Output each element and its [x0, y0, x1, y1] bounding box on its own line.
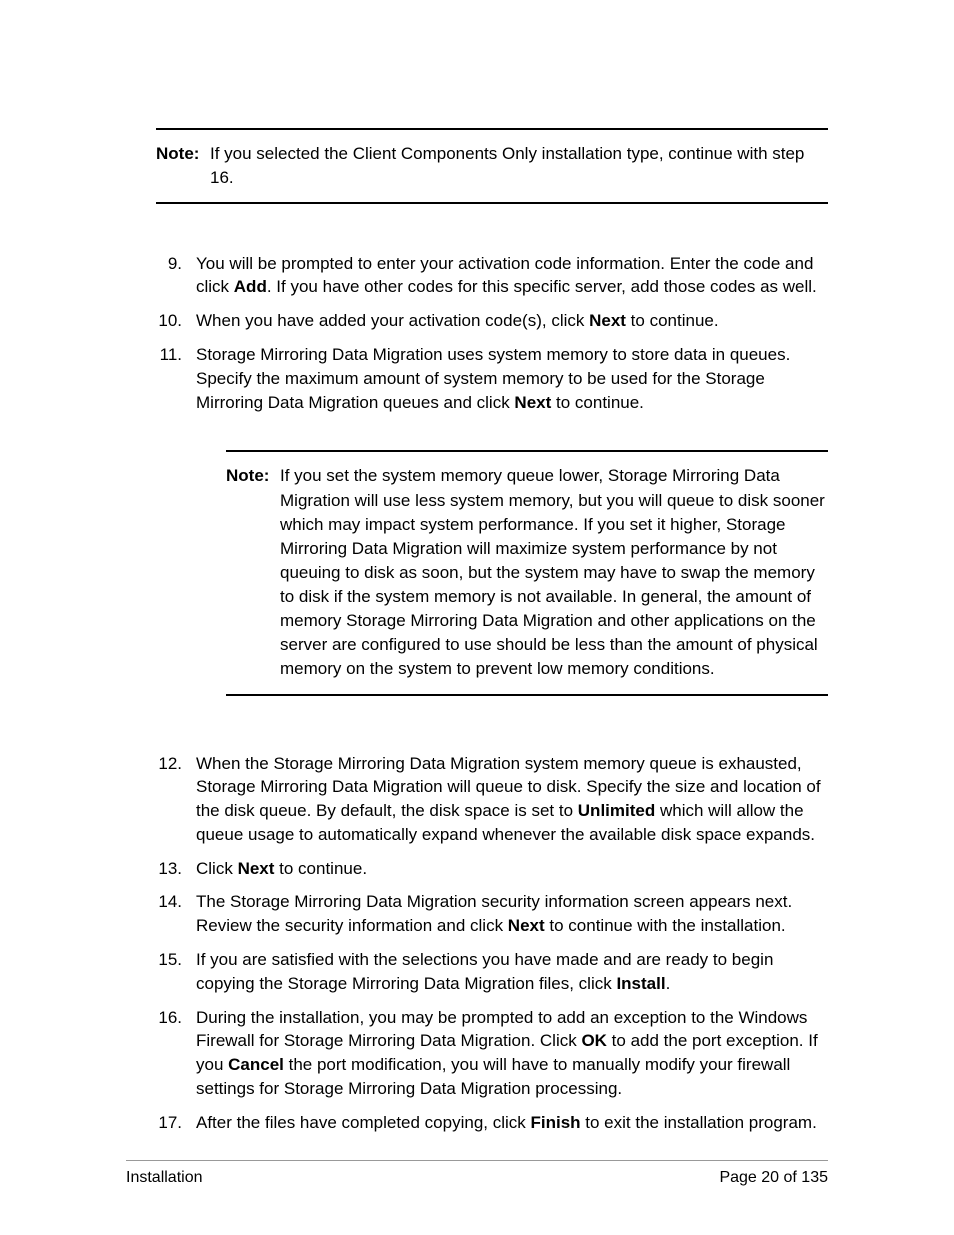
step-text: . If you have other codes for this speci…	[267, 277, 817, 296]
step-body: When you have added your activation code…	[196, 309, 828, 333]
step-body: You will be prompted to enter your activ…	[196, 252, 828, 300]
note-client-components: Note: If you selected the Client Compone…	[156, 128, 828, 204]
step-number: 17.	[126, 1111, 196, 1135]
step-text: to continue.	[551, 393, 644, 412]
step-text: After the files have completed copying, …	[196, 1113, 531, 1132]
step-number: 10.	[126, 309, 196, 333]
bold-next: Next	[508, 916, 545, 935]
footer-page-number: Page 20 of 135	[719, 1169, 828, 1187]
note-body: If you selected the Client Components On…	[210, 142, 828, 190]
bold-add: Add	[234, 277, 267, 296]
step-text: .	[666, 974, 671, 993]
bold-ok: OK	[581, 1031, 607, 1050]
bold-install: Install	[616, 974, 665, 993]
step-14: 14. The Storage Mirroring Data Migration…	[126, 890, 828, 938]
step-17: 17. After the files have completed copyi…	[126, 1111, 828, 1135]
note-memory-queue: Note: If you set the system memory queue…	[226, 450, 828, 695]
step-text: to exit the installation program.	[581, 1113, 817, 1132]
step-text: to continue.	[626, 311, 719, 330]
installation-steps: 9. You will be prompted to enter your ac…	[126, 252, 828, 1135]
document-page: Note: If you selected the Client Compone…	[0, 0, 954, 1235]
bold-next: Next	[238, 859, 275, 878]
bold-cancel: Cancel	[228, 1055, 284, 1074]
step-9: 9. You will be prompted to enter your ac…	[126, 252, 828, 300]
step-number: 9.	[126, 252, 196, 300]
bold-unlimited: Unlimited	[578, 801, 655, 820]
bold-finish: Finish	[531, 1113, 581, 1132]
bold-next: Next	[514, 393, 551, 412]
step-number: 11.	[126, 343, 196, 742]
step-text: the port modification, you will have to …	[196, 1055, 790, 1098]
step-number: 13.	[126, 857, 196, 881]
step-number: 14.	[126, 890, 196, 938]
step-number: 15.	[126, 948, 196, 996]
step-text: Click	[196, 859, 238, 878]
step-body: Click Next to continue.	[196, 857, 828, 881]
step-13: 13. Click Next to continue.	[126, 857, 828, 881]
step-12: 12. When the Storage Mirroring Data Migr…	[126, 752, 828, 847]
step-body: If you are satisfied with the selections…	[196, 948, 828, 996]
note-label: Note:	[226, 464, 280, 681]
step-number: 12.	[126, 752, 196, 847]
step-11: 11. Storage Mirroring Data Migration use…	[126, 343, 828, 742]
step-text: to continue with the installation.	[545, 916, 786, 935]
step-text: If you are satisfied with the selections…	[196, 950, 773, 993]
step-text: to continue.	[274, 859, 367, 878]
step-10: 10. When you have added your activation …	[126, 309, 828, 333]
note-body: If you set the system memory queue lower…	[280, 464, 828, 681]
step-text: When you have added your activation code…	[196, 311, 589, 330]
page-footer: Installation Page 20 of 135	[126, 1160, 828, 1187]
step-body: After the files have completed copying, …	[196, 1111, 828, 1135]
step-body: The Storage Mirroring Data Migration sec…	[196, 890, 828, 938]
step-number: 16.	[126, 1006, 196, 1101]
step-body: During the installation, you may be prom…	[196, 1006, 828, 1101]
footer-section-title: Installation	[126, 1169, 203, 1187]
step-15: 15. If you are satisfied with the select…	[126, 948, 828, 996]
note-label: Note:	[156, 142, 210, 190]
bold-next: Next	[589, 311, 626, 330]
step-text: Storage Mirroring Data Migration uses sy…	[196, 345, 790, 412]
step-16: 16. During the installation, you may be …	[126, 1006, 828, 1101]
step-body: Storage Mirroring Data Migration uses sy…	[196, 343, 828, 742]
step-body: When the Storage Mirroring Data Migratio…	[196, 752, 828, 847]
